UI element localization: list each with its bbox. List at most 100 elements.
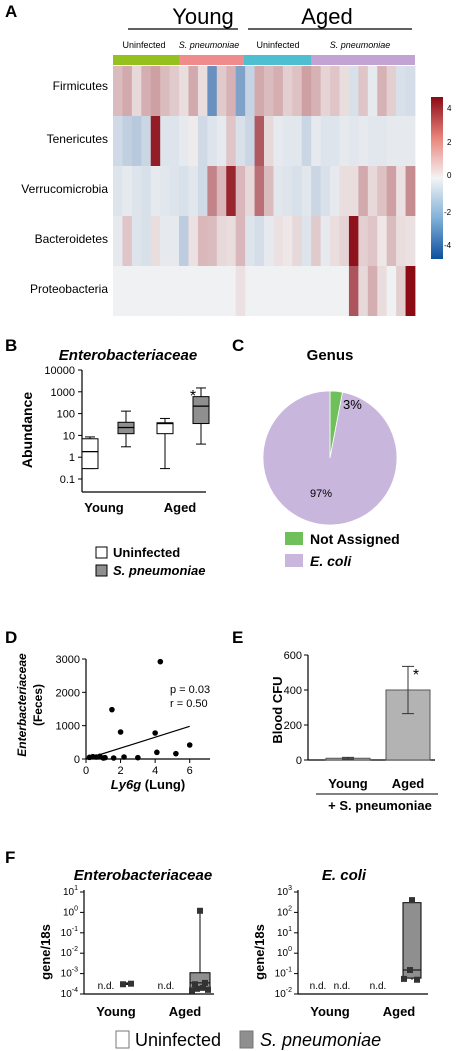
heatmap-cells bbox=[113, 66, 416, 316]
panel-d-scatter: Enterbacteriaceae (Feces) 3000 2000 1000 00… bbox=[15, 653, 210, 792]
heatmap-cell bbox=[301, 66, 312, 116]
heatmap-cell bbox=[113, 116, 123, 166]
heatmap-cell bbox=[169, 166, 180, 216]
heatmap-cell bbox=[405, 66, 416, 116]
heatmap-cell bbox=[367, 266, 378, 316]
heatmap-cell bbox=[348, 66, 359, 116]
colorbar-tick: -2 bbox=[444, 208, 452, 217]
heatmap-cell bbox=[188, 66, 199, 116]
legend-label-spn: S. pneumoniae bbox=[113, 563, 205, 578]
heatmap-cell bbox=[113, 266, 123, 316]
row-label-tenericutes: Tenericutes bbox=[47, 132, 108, 146]
heatmap-cell bbox=[141, 216, 152, 266]
scatter-point bbox=[154, 749, 160, 756]
box-body bbox=[192, 396, 210, 425]
panel-e-significance-star: * bbox=[413, 667, 419, 684]
data-point bbox=[401, 975, 407, 982]
panel-b-ytick-label: 100 bbox=[57, 409, 75, 421]
heatmap-cell bbox=[197, 116, 208, 166]
heatmap-cell bbox=[311, 166, 322, 216]
heatmap-cell bbox=[320, 166, 331, 216]
scatter-point bbox=[135, 754, 141, 761]
heatmap-cell bbox=[113, 66, 123, 116]
heatmap-cell bbox=[254, 66, 265, 116]
panel-f-ytick-label: 101 bbox=[277, 926, 292, 939]
heatmap-cell bbox=[235, 166, 246, 216]
panel-d-ylabel-line2: (Feces) bbox=[31, 684, 45, 726]
heatmap-cell bbox=[197, 166, 208, 216]
heatmap-cell bbox=[188, 116, 199, 166]
heatmap-cell bbox=[122, 266, 133, 316]
heatmap-cell bbox=[245, 66, 255, 116]
legend-swatch-spn bbox=[239, 1030, 254, 1049]
panel-d-ylabel-line1: Enterbacteriaceae bbox=[15, 653, 29, 757]
heatmap-cell bbox=[282, 66, 293, 116]
heatmap-cell bbox=[320, 216, 331, 266]
heatmap-cell bbox=[160, 166, 171, 216]
heatmap-cell bbox=[282, 216, 293, 266]
heatmap-cell bbox=[207, 216, 218, 266]
heatmap-cell bbox=[367, 166, 378, 216]
heatmap-cell bbox=[292, 66, 303, 116]
panel-b-ylabel: Abundance bbox=[19, 392, 35, 468]
heatmap-cell bbox=[169, 266, 180, 316]
heatmap-cell bbox=[131, 116, 142, 166]
heatmap-cell bbox=[330, 216, 340, 266]
heatmap-cell bbox=[320, 66, 331, 116]
heatmap-cell bbox=[122, 116, 133, 166]
heatmap-cell bbox=[367, 116, 378, 166]
heatmap-cell bbox=[141, 116, 152, 166]
heatmap-cell bbox=[169, 216, 180, 266]
scatter-point bbox=[109, 706, 115, 713]
legend-swatch-not-assigned bbox=[285, 532, 303, 545]
panel-f-ytick-label: 102 bbox=[277, 905, 292, 918]
pie-label-not-assigned: 3% bbox=[343, 397, 362, 412]
scatter-point bbox=[110, 755, 117, 761]
heatmap-cell bbox=[358, 166, 369, 216]
panel-f-ytick-label: 10-2 bbox=[61, 946, 78, 959]
heatmap-cell bbox=[386, 66, 397, 116]
fit-line bbox=[85, 725, 190, 760]
heatmap-cell bbox=[226, 266, 237, 316]
heatmap-cell bbox=[216, 166, 227, 216]
colorbar-tick: 4 bbox=[447, 104, 452, 113]
panel-b-ytick-label: 10 bbox=[63, 430, 75, 442]
legend-label-uninfected: Uninfected bbox=[135, 1030, 221, 1050]
panel-f-right-yticks: 103 102 101 100 10-1 10-2 bbox=[275, 885, 298, 1000]
heatmap-cell bbox=[226, 66, 237, 116]
heatmap-cell bbox=[160, 116, 171, 166]
heatmap-cell bbox=[358, 216, 369, 266]
box-body bbox=[402, 902, 422, 979]
panel-e-ytick-label: 400 bbox=[284, 685, 302, 697]
heatmap-cell bbox=[339, 66, 350, 116]
legend-label-uninfected: Uninfected bbox=[113, 545, 180, 560]
heatmap-cell bbox=[339, 166, 350, 216]
heatmap-cell bbox=[141, 66, 152, 116]
heatmap-cell bbox=[311, 66, 322, 116]
heatmap-cell bbox=[150, 166, 161, 216]
heatmap-cell bbox=[377, 266, 388, 316]
heatmap-cell bbox=[188, 166, 199, 216]
panel-d-stat-r: r = 0.50 bbox=[170, 698, 208, 710]
scatter-point bbox=[173, 750, 179, 757]
heatmap-cell bbox=[264, 266, 274, 316]
heatmap-cell bbox=[122, 66, 133, 116]
heatmap-cell bbox=[301, 116, 312, 166]
heatmap-cell bbox=[141, 266, 152, 316]
heatmap-cell bbox=[348, 166, 359, 216]
data-point bbox=[414, 976, 420, 983]
heatmap-cell bbox=[330, 116, 340, 166]
heatmap-cell bbox=[197, 216, 208, 266]
subgroup-label-young-spn: S. pneumoniae bbox=[179, 40, 240, 50]
heatmap-cell bbox=[330, 166, 340, 216]
heatmap-cell bbox=[301, 216, 312, 266]
panel-f-ytick-label: 10-1 bbox=[275, 967, 292, 980]
group-label-aged: Aged bbox=[301, 4, 352, 29]
heatmap-cell bbox=[197, 266, 208, 316]
nd-label: n.d. bbox=[98, 981, 115, 992]
data-point bbox=[197, 907, 203, 914]
heatmap-cell bbox=[386, 116, 397, 166]
colorbar-tick: -4 bbox=[444, 241, 452, 250]
heatmap-cell bbox=[160, 66, 171, 116]
panel-f-left-xtick-young: Young bbox=[96, 1004, 136, 1019]
